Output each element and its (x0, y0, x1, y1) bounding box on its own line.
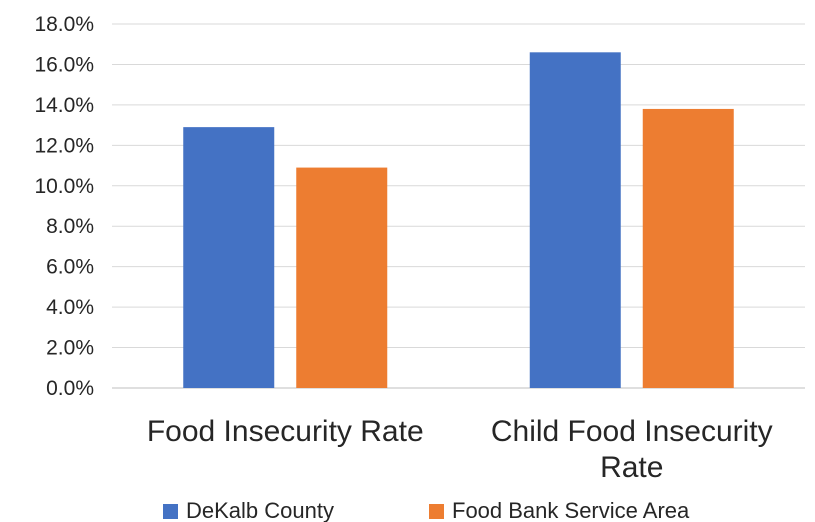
bar-food-bank-service-area-1 (642, 108, 734, 388)
legend-label: DeKalb County (186, 498, 334, 522)
x-category-label: Food Insecurity Rate (147, 415, 424, 448)
y-tick-label: 6.0% (46, 256, 94, 279)
y-axis: 0.0% 2.0% 4.0% 6.0% 8.0% 10.0% 12.0% 14.0% 16.0%… (34, 13, 94, 400)
bars (183, 52, 734, 389)
y-tick-label: 2.0% (46, 337, 94, 360)
bar-food-bank-service-area-0 (296, 167, 388, 388)
y-tick-label: 12.0% (34, 134, 94, 157)
y-tick-label: 10.0% (34, 175, 94, 198)
y-tick-label: 16.0% (34, 53, 94, 76)
legend: DeKalb County Food Bank Service Area (163, 498, 690, 522)
x-category-label: Rate (600, 451, 663, 484)
bar-dekalb-county-1 (529, 52, 621, 389)
y-tick-label: 0.0% (46, 377, 94, 400)
y-tick-label: 14.0% (34, 94, 94, 117)
legend-label: Food Bank Service Area (452, 498, 690, 522)
y-tick-label: 18.0% (34, 13, 94, 36)
legend-swatch (429, 504, 444, 519)
legend-swatch (163, 504, 178, 519)
x-category-label: Child Food Insecurity (491, 415, 773, 448)
x-axis: Food Insecurity Rate Child Food Insecurit… (147, 415, 773, 484)
bar-dekalb-county-0 (183, 127, 275, 388)
y-tick-label: 8.0% (46, 215, 94, 238)
y-tick-label: 4.0% (46, 296, 94, 319)
